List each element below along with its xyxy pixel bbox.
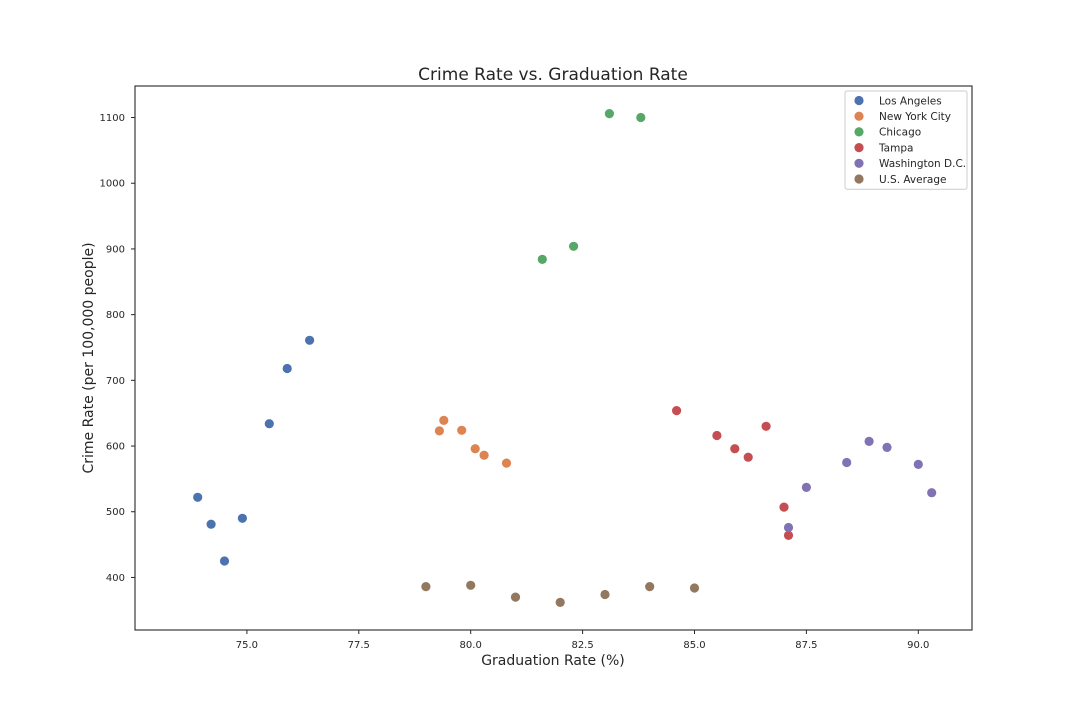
data-point-1-4 <box>479 450 489 460</box>
legend-marker-2 <box>854 127 864 137</box>
data-point-5-1 <box>466 580 476 590</box>
legend-label-2: Chicago <box>879 127 921 139</box>
x-tick-label-2: 80.0 <box>460 640 482 651</box>
data-point-5-5 <box>645 582 655 592</box>
y-tick-label-3: 700 <box>106 376 125 387</box>
legend-marker-3 <box>854 143 864 153</box>
series-5 <box>421 580 700 608</box>
data-point-0-1 <box>206 519 216 529</box>
y-tick-label-2: 600 <box>106 442 125 453</box>
legend-label-5: U.S. Average <box>879 174 946 186</box>
legend-box <box>844 90 968 190</box>
legend-marker-4 <box>854 158 864 168</box>
y-tick-label-5: 900 <box>106 244 125 255</box>
y-tick-label-0: 400 <box>106 573 125 584</box>
x-tick-label-6: 90.0 <box>907 640 929 651</box>
plot-area <box>193 109 937 608</box>
data-point-1-1 <box>439 415 449 425</box>
data-point-0-0 <box>193 492 203 502</box>
y-tick-label-7: 1100 <box>100 113 125 124</box>
data-point-3-4 <box>761 421 771 431</box>
legend-marker-0 <box>854 95 864 106</box>
x-tick-label-0: 75.0 <box>236 640 258 651</box>
x-tick-label-1: 77.5 <box>348 640 370 651</box>
legend: Los Angeles New York City Chicago Tampa Wash… <box>844 90 968 190</box>
legend-label-1: New York City <box>879 111 951 123</box>
data-point-2-1 <box>569 241 579 251</box>
data-point-0-4 <box>264 419 274 429</box>
y-axis-label: Crime Rate (per 100,000 people) <box>81 242 97 473</box>
data-point-5-0 <box>421 582 431 592</box>
data-point-4-4 <box>882 442 892 452</box>
data-point-1-0 <box>434 426 444 436</box>
data-point-1-5 <box>501 458 512 468</box>
series-1 <box>434 415 512 468</box>
data-point-4-1 <box>801 482 812 492</box>
data-point-3-0 <box>672 406 682 416</box>
data-point-2-3 <box>636 112 646 123</box>
axes: 75.0 77.5 80.0 82.5 85.0 87.5 90.0 400 500 600 700… <box>100 85 973 651</box>
legend-marker-1 <box>854 111 864 121</box>
data-point-0-6 <box>305 335 315 345</box>
data-point-4-2 <box>842 457 852 468</box>
legend-marker-5 <box>854 174 864 184</box>
data-point-2-2 <box>604 109 615 119</box>
data-point-0-3 <box>237 513 247 523</box>
series-3 <box>672 406 794 541</box>
legend-label-3: Tampa <box>878 142 913 154</box>
x-tick-label-5: 87.5 <box>795 640 817 651</box>
data-point-5-2 <box>510 592 521 602</box>
data-point-2-0 <box>537 254 547 264</box>
chart-title: Crime Rate vs. Graduation Rate <box>418 65 688 85</box>
y-tick-label-4: 800 <box>106 310 125 321</box>
y-tick-label-1: 500 <box>106 507 125 518</box>
data-point-1-3 <box>470 444 480 454</box>
y-tick-label-6: 1000 <box>100 179 125 190</box>
data-point-5-4 <box>600 589 610 600</box>
legend-label-4: Washington D.C. <box>879 158 966 170</box>
data-point-3-5 <box>779 502 789 512</box>
data-point-4-6 <box>927 488 937 498</box>
data-point-0-5 <box>282 363 292 374</box>
x-tick-label-3: 82.5 <box>571 640 593 651</box>
data-point-0-2 <box>219 556 230 566</box>
data-point-5-6 <box>689 583 700 593</box>
x-axis-label: Graduation Rate (%) <box>481 653 625 669</box>
x-tick-label-4: 85.0 <box>683 640 705 651</box>
data-point-4-3 <box>864 436 874 446</box>
legend-label-0: Los Angeles <box>879 95 942 107</box>
data-point-4-5 <box>913 459 923 469</box>
data-point-4-0 <box>783 522 794 533</box>
series-0 <box>193 335 315 566</box>
data-point-3-2 <box>730 444 740 454</box>
data-point-5-3 <box>555 597 565 608</box>
data-point-3-3 <box>743 452 753 462</box>
series-2 <box>537 109 646 264</box>
plot-frame <box>134 85 973 631</box>
series-4 <box>783 436 937 533</box>
data-point-1-2 <box>457 425 467 435</box>
data-point-3-1 <box>712 430 722 441</box>
data-point-3-6 <box>783 530 794 541</box>
